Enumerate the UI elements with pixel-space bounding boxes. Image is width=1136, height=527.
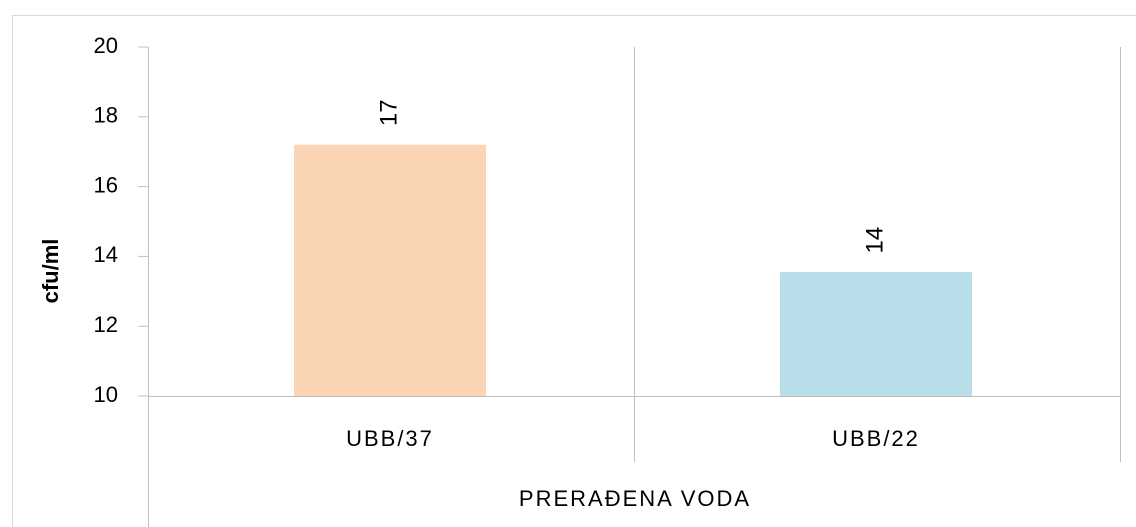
chart-border (12, 15, 1136, 527)
value-label: 14 (861, 227, 888, 254)
y-tick-label: 18 (94, 103, 118, 128)
y-axis-label: cfu/ml (38, 239, 63, 304)
bar (294, 144, 486, 396)
y-tick-label: 12 (94, 312, 118, 337)
y-tick-label: 14 (94, 242, 118, 267)
bar (780, 272, 972, 396)
value-label: 17 (375, 99, 402, 126)
y-tick-label: 20 (94, 33, 118, 58)
y-tick-label: 16 (94, 172, 118, 197)
group-label: PRERAĐENA VODA (519, 486, 751, 511)
x-tick-label: UBB/37 (346, 426, 434, 451)
x-tick-label: UBB/22 (832, 426, 920, 451)
y-tick-label: 10 (94, 382, 118, 407)
